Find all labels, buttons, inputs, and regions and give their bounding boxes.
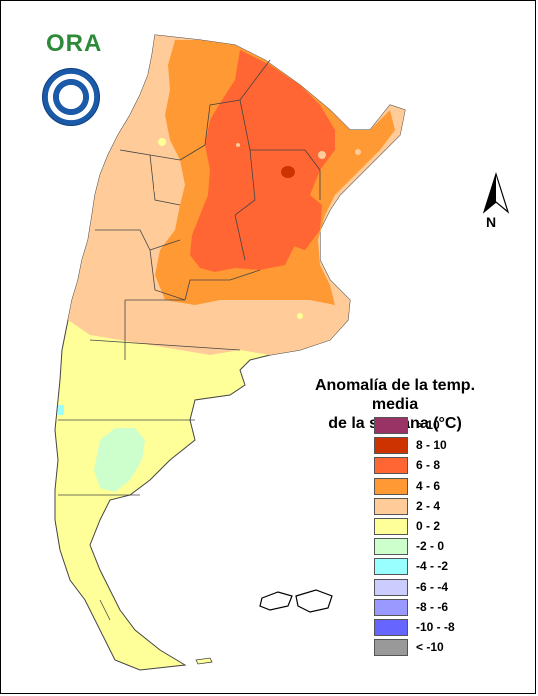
- legend-item: -4 - -2: [374, 558, 514, 576]
- legend-label: -2 - 0: [416, 539, 445, 554]
- legend-item: > 10: [374, 417, 514, 435]
- smn-seal-icon: [42, 68, 100, 126]
- legend-label: -4 - -2: [416, 559, 449, 574]
- legend-label: 6 - 8: [416, 458, 441, 473]
- north-label: N: [486, 214, 497, 230]
- isla-estados: [195, 657, 213, 665]
- legend-label: 8 - 10: [416, 438, 447, 453]
- legend-label: 2 - 4: [416, 498, 441, 513]
- zone-neg4-neg2: [58, 405, 64, 415]
- legend-swatch: [374, 558, 408, 576]
- legend-item: -6 - -4: [374, 578, 514, 597]
- spot: [318, 151, 326, 159]
- legend-swatch: [374, 518, 408, 535]
- legend-item: 8 - 10: [374, 437, 514, 455]
- legend-item: -2 - 0: [374, 538, 514, 556]
- zone-6-8-east: [290, 195, 322, 250]
- legend-item: -8 - -6: [374, 598, 514, 617]
- legend-item: 2 - 4: [374, 497, 514, 516]
- legend-item: < -10: [374, 639, 514, 657]
- north-arrow-icon: [482, 172, 510, 214]
- zone-neg2-0: [94, 428, 145, 492]
- legend-swatch: [374, 437, 408, 455]
- spot: [236, 143, 240, 147]
- legend-label: > 10: [416, 418, 440, 432]
- legend-swatch: [374, 497, 408, 515]
- legend-swatch: [374, 538, 408, 556]
- legend-item: 0 - 2: [374, 518, 514, 536]
- legend-swatch: [374, 457, 408, 475]
- legend-swatch: [374, 598, 408, 616]
- legend-label: -6 - -4: [416, 579, 449, 594]
- legend-swatch: [374, 417, 408, 434]
- legend-item: -10 - -8: [374, 619, 514, 637]
- legend-swatch: [374, 578, 408, 596]
- spot: [355, 149, 361, 155]
- legend-swatch: [374, 619, 408, 636]
- legend-item: 4 - 6: [374, 477, 514, 496]
- legend-label: 4 - 6: [416, 478, 441, 493]
- legend-title-line1: Anomalía de la temp. media: [314, 377, 476, 413]
- legend-swatch: [374, 639, 408, 657]
- malvinas-islands: [259, 589, 333, 613]
- legend-swatch: [374, 477, 408, 495]
- legend-item: 6 - 8: [374, 457, 514, 475]
- legend-label: -8 - -6: [416, 599, 449, 614]
- spot: [158, 138, 166, 146]
- legend-label: -10 - -8: [416, 620, 455, 634]
- ora-logo: ORA: [46, 30, 103, 57]
- temperature-spots: [154, 138, 361, 319]
- legend-label: 0 - 2: [416, 519, 441, 533]
- spot: [297, 313, 303, 319]
- zone-8-10: [281, 166, 295, 178]
- province-borders: [58, 59, 321, 621]
- spot: [154, 186, 162, 194]
- legend-label: < -10: [416, 640, 444, 655]
